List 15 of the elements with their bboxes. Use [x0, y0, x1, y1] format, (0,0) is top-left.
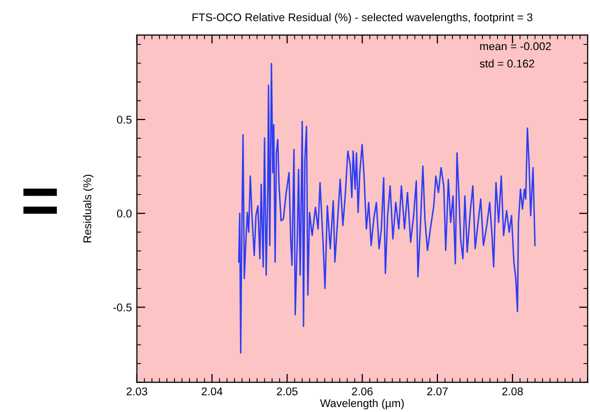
x-tick-label: 2.05 — [276, 387, 298, 396]
x-axis-title: Wavelength (µm) — [320, 398, 404, 410]
x-tick-label: 2.08 — [502, 387, 523, 396]
chart-title: FTS-OCO Relative Residual (%) - selected wavelengths, footprint = 3 — [192, 13, 532, 24]
text: = — [23, 188, 57, 214]
y-tick-label: 0.0 — [117, 210, 132, 218]
x-tick-label: 2.04 — [202, 387, 222, 396]
annotation: mean = -0.002 — [480, 42, 551, 50]
y-axis-title: Residuals (%) — [83, 174, 94, 242]
y-tick-label: -0.5 — [113, 304, 132, 312]
annotation: std = 0.162 — [480, 59, 534, 68]
x-tick-label: 2.07 — [427, 387, 448, 396]
x-tick-label: 2.06 — [352, 387, 373, 396]
y-tick-label: 0.5 — [117, 116, 132, 124]
x-tick-label: 2.03 — [126, 387, 148, 396]
